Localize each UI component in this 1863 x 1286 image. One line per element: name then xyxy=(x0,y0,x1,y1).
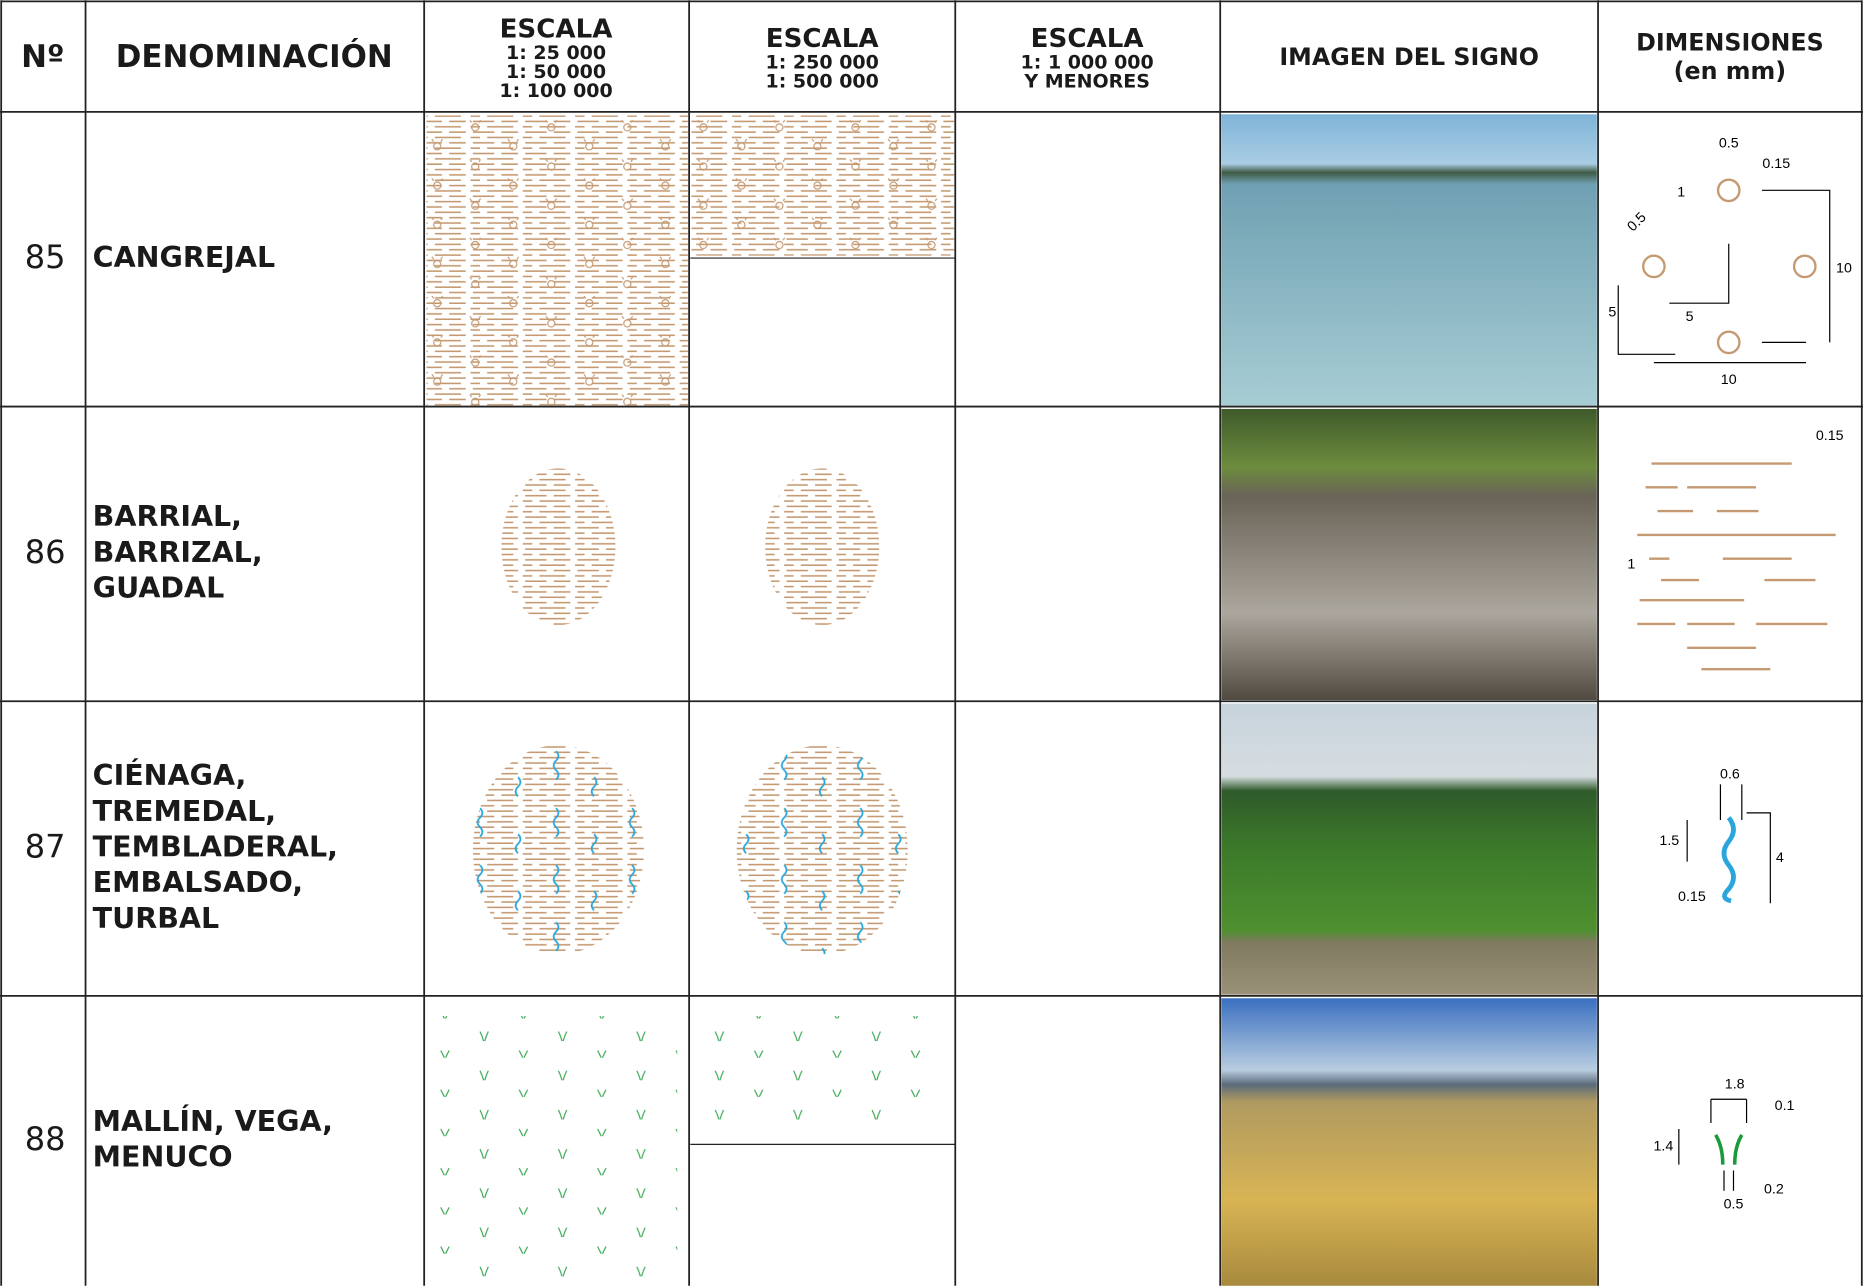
symbol-86-b xyxy=(765,468,880,626)
row-name: CIÉNAGA, xyxy=(93,758,247,792)
dimension-label: 0.2 xyxy=(1764,1181,1784,1197)
dimension-label: 0.5 xyxy=(1624,210,1649,235)
header-text: 1: 1 000 000 xyxy=(1021,52,1154,74)
header-text: ESCALA xyxy=(766,24,880,54)
dimension-label: 1.4 xyxy=(1653,1139,1673,1155)
row-name: MENUCO xyxy=(93,1141,233,1174)
header-text: ESCALA xyxy=(500,14,614,44)
symbol-87-b-waves xyxy=(736,745,908,955)
dimension-label: 0.15 xyxy=(1762,156,1790,172)
header-text: 1: 25 000 xyxy=(506,42,606,64)
dimension-label: 1.8 xyxy=(1725,1077,1745,1093)
row-name: CANGREJAL xyxy=(93,241,275,274)
dimension-label: 1 xyxy=(1677,184,1685,200)
row-name: EMBALSADO, xyxy=(93,866,303,899)
row-number: 88 xyxy=(25,1120,66,1158)
dimension-label: 0.6 xyxy=(1720,767,1740,783)
dimension-label: 1.5 xyxy=(1659,833,1679,849)
row-name: TEMBLADERAL, xyxy=(93,831,338,864)
photo-mud xyxy=(1221,408,1597,701)
symbol-87-a-waves xyxy=(472,745,644,955)
row-name: BARRIAL, xyxy=(93,500,242,533)
header-text: DIMENSIONES xyxy=(1636,29,1824,57)
dimension-label: 0.15 xyxy=(1678,889,1706,905)
row-number: 87 xyxy=(25,828,66,866)
dimension-label: 0.1 xyxy=(1775,1098,1795,1114)
row-name: TREMEDAL, xyxy=(93,795,276,828)
dimension-label: 5 xyxy=(1608,304,1616,320)
symbol-88-a xyxy=(439,1016,678,1284)
dimension-label: 0.15 xyxy=(1816,428,1844,444)
photo-meadow xyxy=(1221,998,1597,1286)
header-text: DENOMINACIÓN xyxy=(116,38,393,75)
row-number: 86 xyxy=(25,533,66,571)
photo-crab-field xyxy=(1221,114,1597,406)
symbol-85-a-crabs xyxy=(426,115,688,406)
dimension-label: 0.5 xyxy=(1719,136,1739,152)
row-name: MALLÍN, VEGA, xyxy=(93,1104,333,1138)
symbol-85-b-crabs xyxy=(691,115,955,256)
header-text: 1: 100 000 xyxy=(499,80,612,102)
row-number: 85 xyxy=(25,238,66,276)
row-name: TURBAL xyxy=(93,902,219,935)
header-text: ESCALA xyxy=(1031,24,1145,54)
photo-marsh xyxy=(1221,703,1597,995)
photos xyxy=(1221,114,1597,1286)
symbol-88-b xyxy=(706,1016,945,1124)
header-text: 1: 250 000 xyxy=(766,52,879,74)
dimension-label: 0.5 xyxy=(1724,1197,1744,1213)
header-text: 1: 500 000 xyxy=(766,71,879,93)
header-text: Nº xyxy=(21,39,64,75)
dimension-drawings xyxy=(1617,178,1836,1191)
symbols xyxy=(426,115,956,1284)
header-text: Y MENORES xyxy=(1023,71,1150,93)
dimension-label: 10 xyxy=(1721,372,1737,388)
header-text: 1: 50 000 xyxy=(506,61,606,83)
dimension-label: 10 xyxy=(1836,261,1852,277)
symbol-86-a xyxy=(501,468,616,626)
row-name: BARRIZAL, xyxy=(93,536,263,569)
dimension-label: 4 xyxy=(1776,850,1784,866)
header-text: IMAGEN DEL SIGNO xyxy=(1279,43,1539,71)
dimension-label: 5 xyxy=(1686,309,1694,325)
row-name: GUADAL xyxy=(93,572,225,605)
dimension-label: 1 xyxy=(1627,556,1635,572)
header-text: (en mm) xyxy=(1674,57,1787,85)
